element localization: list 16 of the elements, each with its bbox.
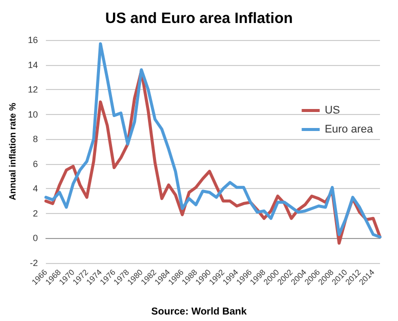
- y-tick-label: 6: [32, 158, 38, 169]
- y-tick-label: 10: [28, 109, 38, 120]
- legend-label: US: [324, 104, 340, 116]
- y-tick-label: 0: [32, 233, 38, 244]
- legend-label: Euro area: [324, 124, 374, 136]
- y-tick-label: 2: [32, 208, 38, 218]
- chart-title: US and Euro area Inflation: [105, 10, 293, 27]
- line-series: [44, 42, 382, 238]
- source-note: Source: World Bank: [151, 306, 248, 318]
- y-axis-title: Annual inflation rate %: [8, 102, 18, 200]
- y-tick-label: 12: [28, 84, 38, 95]
- y-tick-label: 14: [28, 60, 38, 70]
- y-tick-label: 4: [32, 184, 38, 194]
- y-tick-label: 8: [32, 134, 38, 144]
- y-tick-label: -2: [30, 258, 38, 268]
- y-tick-label: 16: [28, 35, 38, 45]
